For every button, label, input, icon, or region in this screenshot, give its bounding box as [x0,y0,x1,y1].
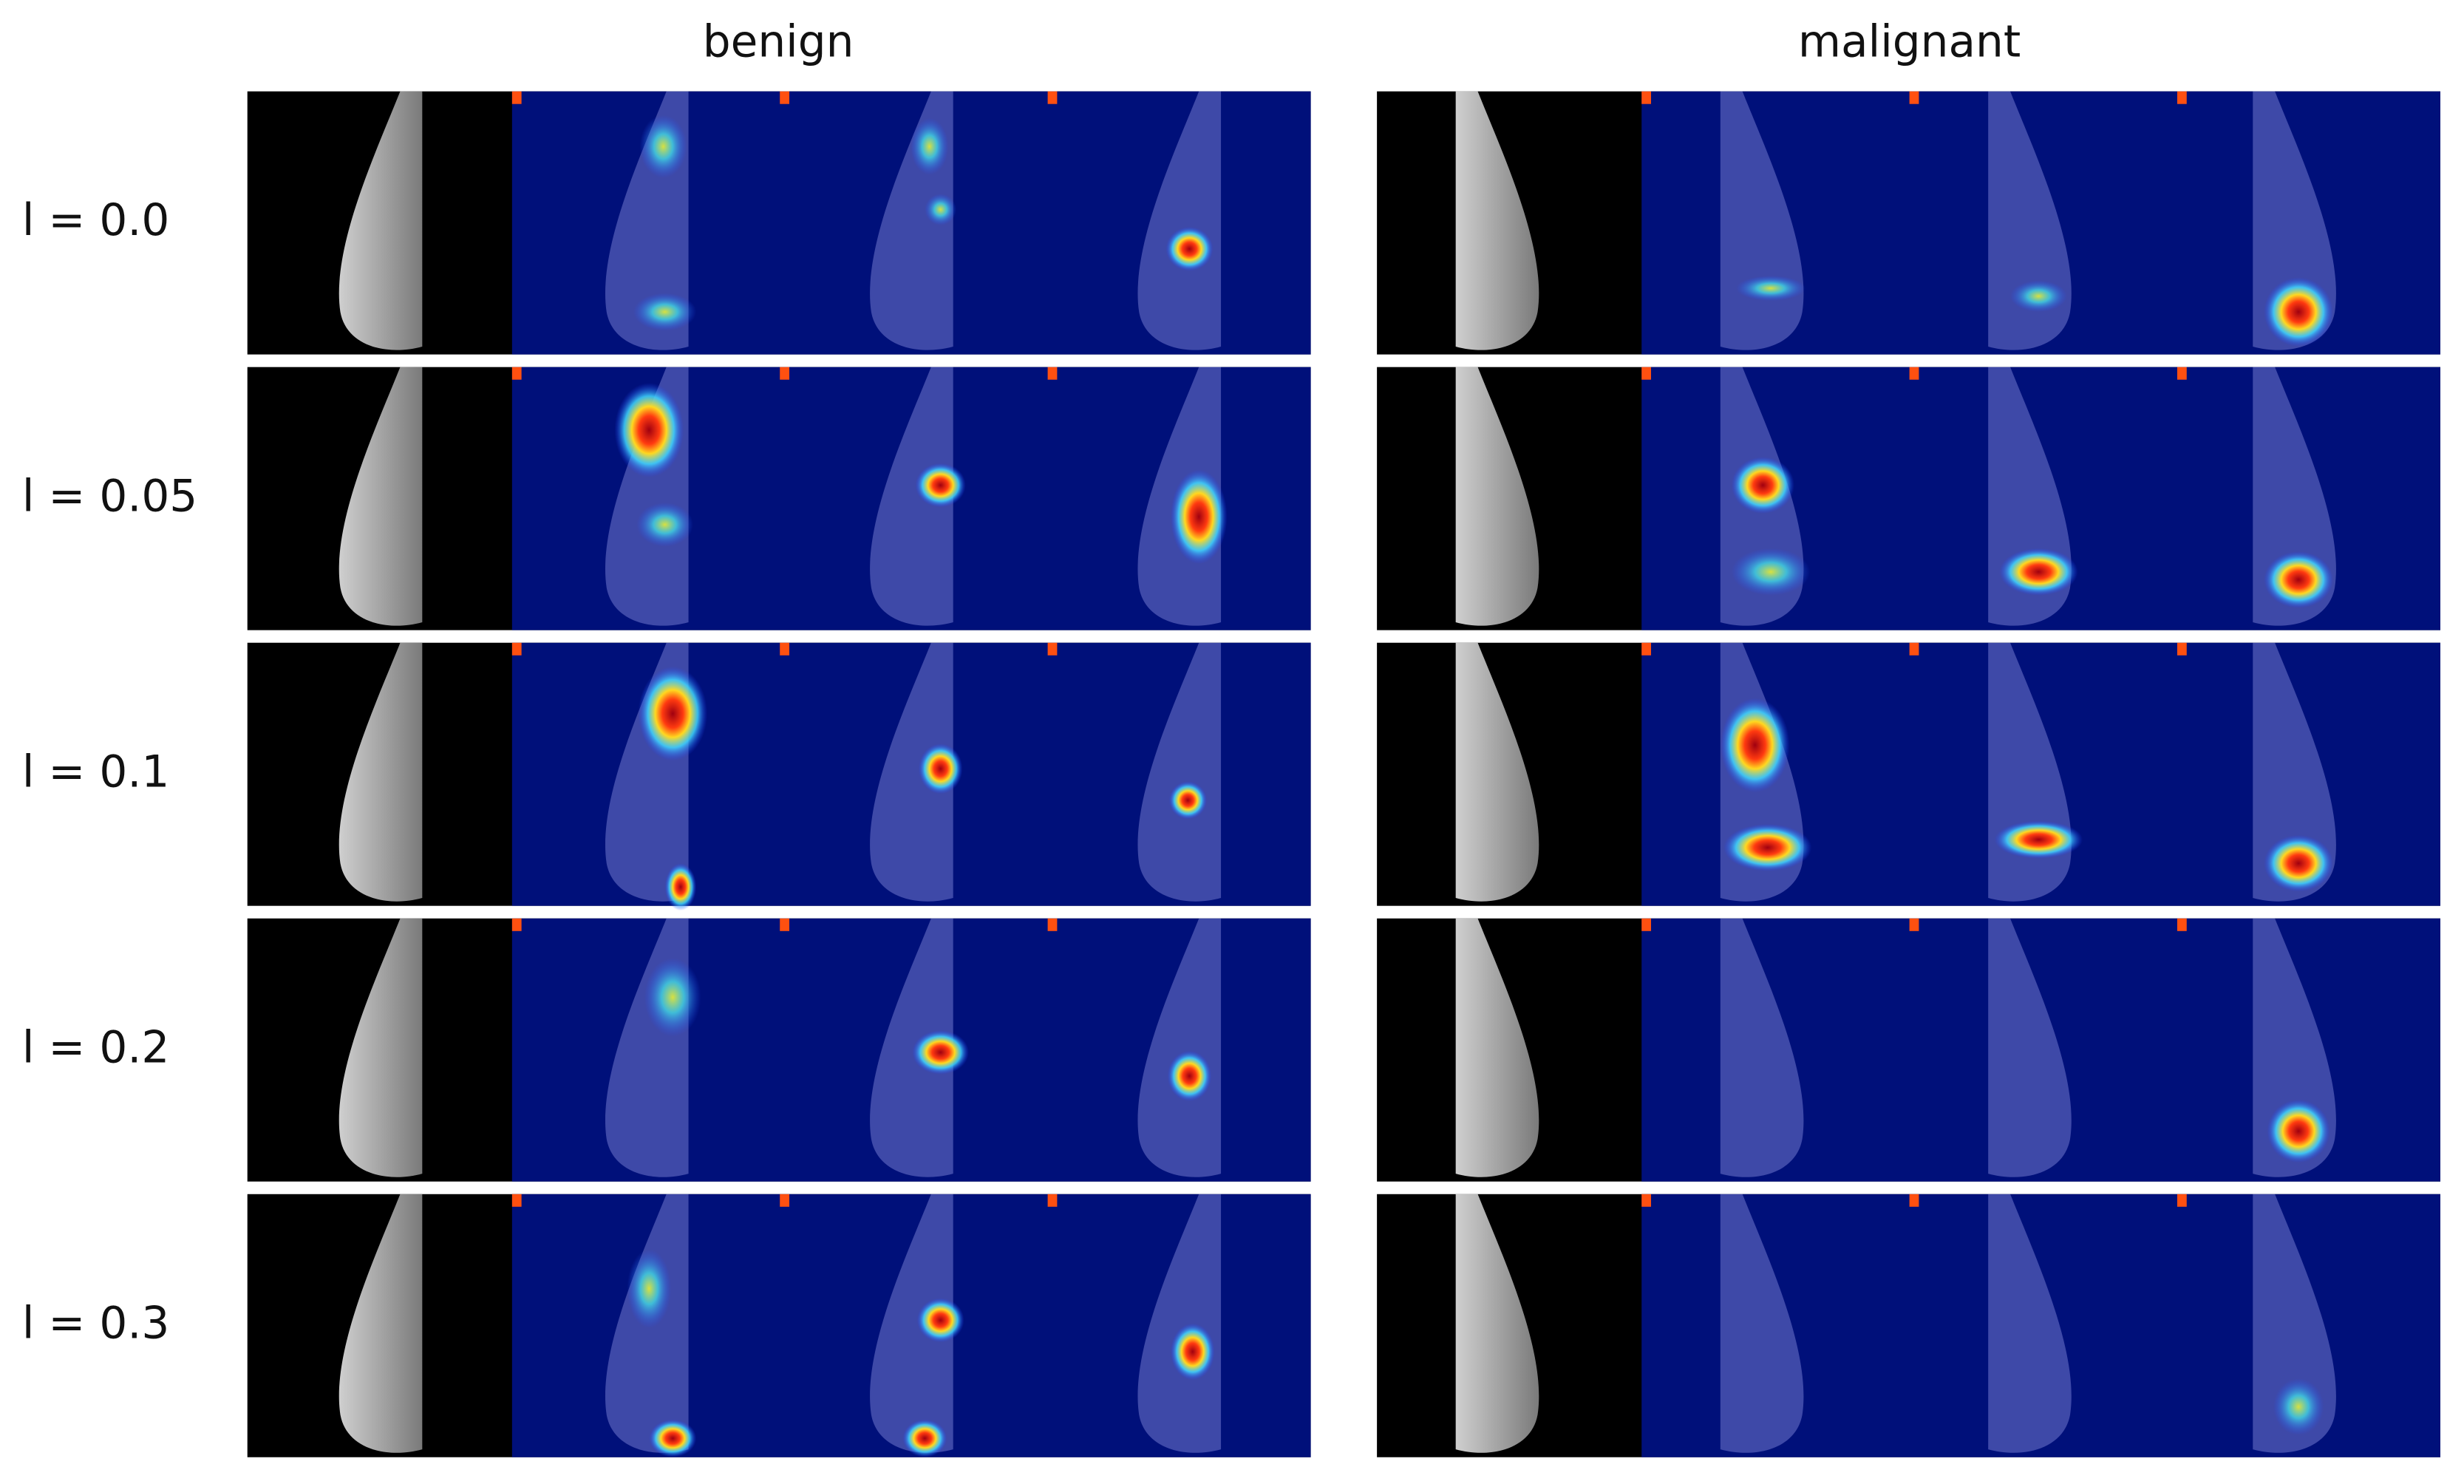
heatmap-spot [2264,277,2334,347]
column-header: malignant [1798,16,2021,67]
heatmap-spot [2264,834,2334,892]
heatmap-corner [1909,642,1919,656]
heatmap-corner [511,1194,522,1207]
mammogram [338,1194,423,1453]
heatmap-overlay [1720,918,1804,1177]
heatmap-corner [511,367,522,380]
heatmap-corner [780,642,790,656]
heatmap-overlay [2253,642,2336,902]
heatmap-corner [1641,367,1652,380]
heatmap-overlay [1137,918,1222,1177]
mammogram [1455,367,1539,626]
heatmap-spot [1170,1323,1215,1381]
heatmap-spot [636,502,693,547]
mammogram [338,91,423,350]
heatmap-overlay [1137,91,1222,350]
heatmap-corner [1641,1194,1652,1207]
heatmap-corner [511,642,522,656]
heatmap-corner [1047,918,1058,931]
heatmap-background [511,918,1311,1182]
heatmap-corner [780,918,790,931]
heatmap-corner [2177,367,2187,380]
heatmap-corner [1641,918,1652,931]
heatmap-spot [2267,1099,2330,1163]
heatmap-spot [644,958,701,1037]
heatmap-spot [638,666,708,761]
heatmap-corner [1047,1194,1058,1207]
heatmap-corner [2177,918,2187,931]
heatmap-corner [1641,91,1652,104]
heatmap-spot [1720,698,1790,793]
row-label: l = 0.1 [22,746,169,797]
heatmap-corner [511,91,522,104]
heatmap-corner [1909,1194,1919,1207]
heatmap-spot [916,1298,964,1343]
row-label: l = 0.3 [22,1298,169,1349]
heatmap-spot [1994,820,2083,859]
heatmap-corner [1047,642,1058,656]
heatmap-overlay [1988,1194,2072,1453]
heatmap-corner [2177,91,2187,104]
mammogram [338,367,423,626]
heatmap-spot [918,743,963,794]
heatmap-corner [2177,1194,2187,1207]
heatmap-corner [2177,642,2187,656]
heatmap-spot [925,194,956,225]
heatmap-corner [780,367,790,380]
heatmap-spot [627,1249,672,1328]
heatmap-spot [664,863,697,911]
heatmap-overlay [870,642,953,902]
heatmap-corner [1909,367,1919,380]
heatmap-corner [1909,91,1919,104]
heatmap-overlay [1137,642,1222,902]
heatmap-spot [1731,457,1794,514]
heatmap-overlay [870,1194,953,1453]
heatmap-corner [1641,642,1652,656]
heatmap-corner [1909,918,1919,931]
heatmap-spot [639,115,687,178]
heatmap-spot [1731,548,1811,596]
mammogram [1455,91,1539,350]
mammogram [1455,642,1539,902]
heatmap-overlay [1720,1194,1804,1453]
heatmap-spot [633,293,697,331]
heatmap-spot [902,1419,947,1457]
heatmap-spot [1999,548,2078,596]
heatmap-spot [649,1419,697,1457]
row-label: l = 0.05 [22,471,197,522]
heatmap-spot [2010,280,2067,313]
mammogram [1455,918,1539,1177]
mammogram [1455,1194,1539,1453]
mammogram [338,642,423,902]
heatmap-spot [912,1030,970,1075]
heatmap-corner [780,1194,790,1207]
heatmap-spot [2273,1378,2324,1435]
heatmap-spot [1165,226,1214,271]
heatmap-spot [1723,823,1812,871]
heatmap-spot [915,463,966,508]
heatmap-corner [780,91,790,104]
heatmap-corner [511,918,522,931]
heatmap-spot [1168,781,1207,820]
heatmap-overlay [1137,1194,1222,1453]
heatmap-spot [911,118,949,175]
heatmap-overlay [870,918,953,1177]
mammogram [338,918,423,1177]
row-label: l = 0.0 [22,195,169,246]
heatmap-spot [1167,1050,1212,1102]
heatmap-corner [1047,91,1058,104]
heatmap-spot [1170,469,1228,565]
heatmap-overlay [1988,918,2072,1177]
heatmap-corner [1047,367,1058,380]
heatmap-overlay [870,367,953,626]
heatmap-spot [1736,276,1806,302]
column-header: benign [703,16,854,67]
heatmap-spot [614,382,684,477]
heatmap-spot [2264,551,2334,608]
row-label: l = 0.2 [22,1022,169,1073]
